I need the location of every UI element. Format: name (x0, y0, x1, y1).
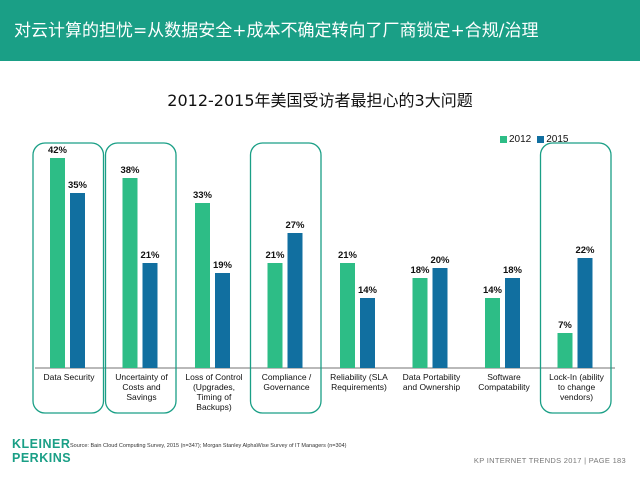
bar-2015-7 (577, 258, 593, 368)
bar-2012-2 (195, 203, 210, 368)
category-label-5-1: and Ownership (403, 382, 460, 392)
bar-2015-4 (360, 298, 375, 368)
legend-item-2012: 2012 (500, 134, 531, 145)
bar-2012-5 (412, 278, 428, 368)
value-label-2012-0: 42% (48, 145, 68, 156)
legend-swatch-2015 (537, 136, 545, 143)
value-label-2015-0: 35% (68, 180, 88, 191)
bar-2012-1 (122, 178, 138, 368)
logo-line-1: KLEINER (12, 437, 71, 451)
category-label-4-0: Reliability (SLA (330, 372, 388, 382)
bar-2015-0 (70, 193, 85, 368)
chart-legend: 2012 2015 (500, 134, 569, 145)
value-label-2015-1: 21% (140, 250, 160, 261)
slide-title: 对云计算的担忧=从数据安全+成本不确定转向了厂商锁定+合规/治理 (14, 21, 539, 41)
bar-2012-0 (50, 158, 65, 368)
category-label-3-0: Compliance / (262, 372, 312, 382)
highlight-frame-3 (249, 142, 322, 414)
value-label-2012-6: 14% (483, 285, 503, 296)
value-label-2012-2: 33% (193, 190, 213, 201)
category-label-2-3: Backups) (196, 402, 232, 412)
bar-2015-3 (287, 233, 303, 368)
category-label-6-1: Compatability (478, 382, 530, 392)
category-label-0-0: Data Security (43, 372, 95, 382)
category-label-3-1: Governance (263, 382, 310, 392)
value-label-2012-7: 7% (558, 320, 572, 331)
highlight-frame-0 (32, 142, 105, 414)
header-bar: 对云计算的担忧=从数据安全+成本不确定转向了厂商锁定+合规/治理 (0, 0, 640, 61)
legend-item-2015: 2015 (537, 134, 569, 145)
bar-2015-6 (505, 278, 520, 368)
category-label-7-2: vendors) (560, 392, 593, 402)
bar-2012-6 (485, 298, 500, 368)
legend-label-2012: 2012 (509, 134, 532, 145)
bar-2015-2 (215, 273, 230, 368)
category-label-2-1: (Upgrades, (193, 382, 235, 392)
value-label-2015-7: 22% (575, 245, 595, 256)
value-label-2015-4: 14% (358, 285, 378, 296)
source-note: Source: Bain Cloud Computing Survey, 201… (70, 443, 347, 449)
legend-label-2015: 2015 (546, 134, 569, 145)
bar-2015-5 (432, 268, 448, 368)
value-label-2015-2: 19% (213, 260, 233, 271)
category-label-5-0: Data Portability (403, 372, 461, 382)
value-label-2015-3: 27% (285, 220, 305, 231)
category-label-1-0: Uncertainty of (115, 372, 168, 382)
category-label-1-1: Costs and (122, 382, 161, 392)
category-label-6-0: Software (487, 372, 521, 382)
category-label-4-1: Requirements) (331, 382, 387, 392)
logo-line-2: PERKINS (12, 451, 72, 465)
kleiner-perkins-logo: KLEINER PERKINS (12, 437, 71, 465)
value-label-2015-5: 20% (430, 255, 450, 266)
legend-swatch-2012 (500, 136, 507, 143)
category-label-7-0: Lock-In (ability (549, 372, 605, 382)
value-label-2012-5: 18% (410, 265, 430, 276)
value-label-2015-6: 18% (503, 265, 523, 276)
chart-title: 2012-2015年美国受访者最担心的3大问题 (167, 91, 473, 110)
value-label-2012-1: 38% (120, 165, 140, 176)
category-label-2-0: Loss of Control (185, 372, 242, 382)
bar-2012-4 (340, 263, 355, 368)
highlight-frame-7 (539, 142, 612, 414)
category-label-2-2: Timing of (197, 392, 232, 402)
category-label-1-2: Savings (126, 392, 156, 402)
value-label-2012-4: 21% (338, 250, 358, 261)
value-label-2012-3: 21% (265, 250, 285, 261)
page-footer: KP INTERNET TRENDS 2017 | PAGE 183 (473, 456, 626, 465)
bar-2015-1 (142, 263, 158, 368)
highlight-frame-1 (104, 142, 177, 414)
bar-2012-3 (267, 263, 283, 368)
bar-2012-7 (557, 333, 573, 368)
category-label-7-1: to change (558, 382, 596, 392)
